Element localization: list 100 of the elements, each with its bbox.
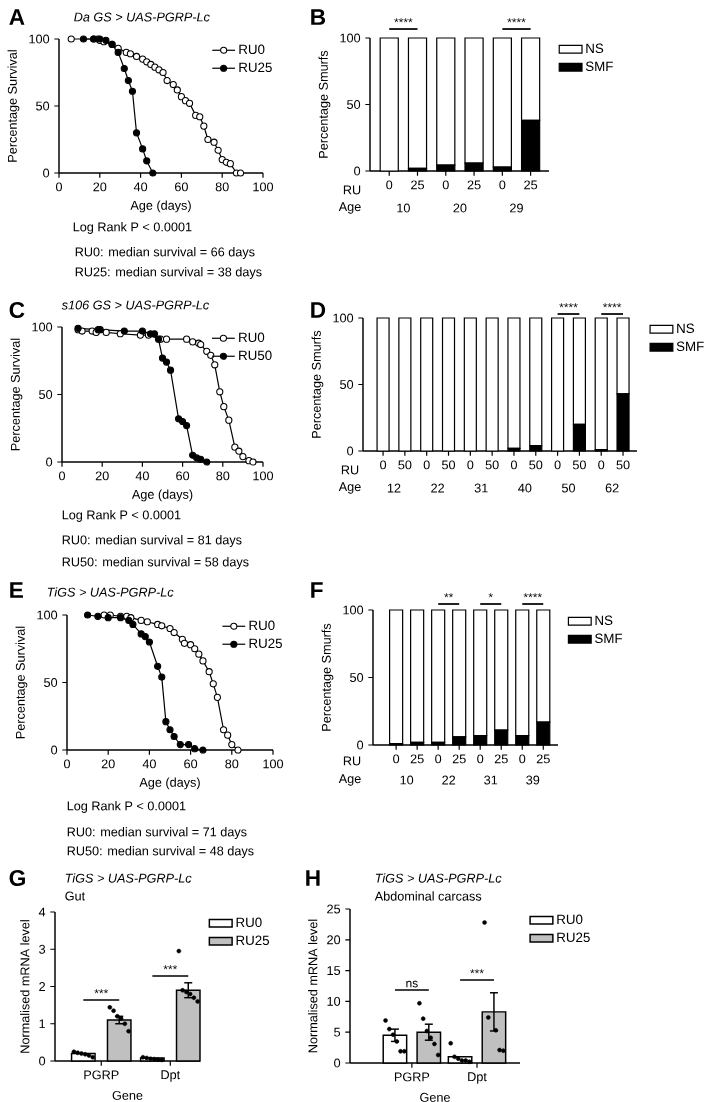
x-tick-label: PGRP (84, 1070, 119, 1080)
text: 31 (474, 483, 488, 493)
x-axis-title: Age (days) (139, 777, 200, 790)
annotation: *** (470, 969, 484, 974)
x-tick-label: 25 (536, 754, 550, 764)
x-tick-label: 40 (135, 471, 149, 481)
text: 12 (387, 483, 401, 493)
text: RU (343, 756, 361, 766)
text: Age (338, 482, 361, 494)
x-tick-label: 25 (410, 754, 424, 764)
legend-label: RU50 (239, 350, 272, 361)
legend-label: RU25 (239, 62, 272, 73)
y-tick-label: 3 (39, 944, 46, 954)
x-tick-label: 60 (176, 471, 190, 481)
text: 39 (526, 775, 540, 785)
x-tick-label: 80 (215, 182, 229, 192)
x-tick-label: 0 (510, 460, 517, 470)
text: Age (338, 202, 361, 214)
x-tick-label: 25 (452, 754, 466, 764)
text: A (9, 9, 25, 25)
y-tick-label: 100 (29, 34, 50, 44)
legend-label: RU0 (239, 44, 265, 55)
y-tick-label: 25 (327, 904, 341, 914)
text: RU0: median survival = 81 days (62, 535, 242, 547)
chart-title: TiGS > UAS-PGRP-Lc (375, 873, 502, 883)
legend-label: RU25 (236, 935, 270, 946)
x-tick-label: Dpt (161, 1070, 181, 1082)
y-tick-label: 50 (347, 100, 361, 109)
y-tick-label: 0 (39, 1056, 46, 1066)
x-tick-label: 25 (411, 180, 425, 190)
text: Log Rank P < 0.0001 (67, 801, 186, 813)
text: 10 (400, 775, 414, 785)
text: **** (394, 18, 413, 23)
text: **** (523, 593, 542, 598)
legend-label: NS (595, 615, 613, 626)
text: * (488, 593, 493, 598)
x-tick-label: 25 (467, 180, 481, 190)
x-tick-label: 50 (529, 460, 543, 470)
y-tick-label: 0 (354, 166, 361, 176)
chart-subtitle: Abdominal carcass (374, 891, 482, 901)
text: **** (507, 18, 526, 23)
y-axis-title: Percentage Survival (10, 338, 23, 451)
x-tick-label: 40 (133, 182, 148, 192)
chart-title: s106 GS > UAS-PGRP-Lc (61, 300, 210, 310)
text: RU (341, 465, 359, 475)
y-tick-label: 100 (333, 313, 354, 323)
chart-subtitle: Gut (65, 891, 86, 901)
x-tick-label: 100 (263, 759, 284, 769)
text: RU0: median survival = 71 days (67, 827, 247, 839)
x-tick-label: 0 (63, 759, 71, 769)
legend-label: RU0 (239, 332, 265, 343)
y-tick-label: 50 (340, 380, 354, 389)
text: 22 (431, 483, 445, 493)
legend-label: NS (677, 323, 695, 334)
text: B (311, 9, 326, 25)
legend-label: RU0 (249, 620, 275, 631)
text: G (9, 869, 25, 887)
y-tick-label: 4 (38, 907, 46, 917)
text: F (311, 582, 323, 598)
x-tick-label: 0 (423, 460, 430, 470)
x-axis-title: Gene (420, 1092, 450, 1102)
legend-label: SMF (676, 341, 704, 352)
text: D (311, 302, 326, 318)
text: 50 (561, 483, 576, 493)
text: E (10, 582, 23, 598)
y-axis-title: Percentage Smurfs (318, 50, 331, 158)
legend-label: RU0 (557, 914, 583, 925)
legend-label: NS (586, 43, 604, 54)
y-tick-label: 100 (340, 33, 361, 43)
text: **** (559, 303, 578, 308)
x-tick-label: 50 (441, 460, 456, 470)
x-tick-label: 20 (95, 471, 109, 481)
y-axis-title: Normalised mRNA level (308, 919, 318, 1053)
x-tick-label: 40 (142, 759, 156, 769)
text: 10 (397, 203, 410, 213)
x-tick-label: 0 (554, 460, 561, 470)
x-tick-label: 25 (494, 754, 508, 764)
annotation: *** (94, 989, 109, 994)
y-tick-label: 20 (327, 935, 341, 945)
chart-title: TiGS > UAS-PGRP-Lc (47, 587, 174, 597)
x-axis-title: Gene (112, 1090, 143, 1100)
y-tick-label: 50 (36, 101, 50, 111)
y-tick-label: 50 (39, 390, 53, 399)
x-tick-label: 20 (101, 759, 115, 769)
y-tick-label: 0 (43, 168, 50, 178)
x-tick-label: 0 (386, 180, 393, 190)
y-tick-label: 100 (37, 610, 58, 620)
x-tick-label: 0 (499, 180, 506, 190)
y-tick-label: 0 (334, 1058, 341, 1068)
text: H (306, 870, 320, 886)
text: Log Rank P < 0.0001 (73, 222, 192, 234)
legend-label: SMF (585, 61, 613, 72)
y-tick-label: 0 (357, 740, 364, 750)
y-tick-label: 5 (334, 1027, 341, 1037)
x-tick-label: 50 (398, 460, 412, 470)
y-tick-label: 2 (39, 982, 45, 991)
text: C (9, 301, 25, 319)
text: 29 (510, 203, 523, 213)
legend-label: RU25 (249, 638, 282, 649)
text: Age (338, 774, 361, 786)
